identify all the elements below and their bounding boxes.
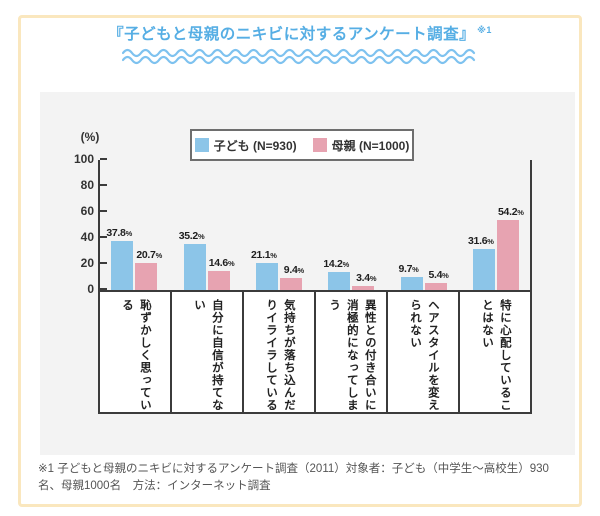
bar-value-label: 21.1% xyxy=(251,248,277,261)
bar-mothers xyxy=(279,277,302,290)
percent-suffix: % xyxy=(155,251,163,261)
category-label: 異性との付き合いに消極的になってしまう xyxy=(328,299,376,412)
category-label: 特に心配していることはない xyxy=(481,299,511,412)
bar-mothers xyxy=(135,263,158,290)
percent-suffix: % xyxy=(369,273,377,283)
y-axis-unit-label: (%) xyxy=(80,130,100,144)
plot-area: 0 20 40 60 80 100 恥ずかしく思っている 自分に自信が持てない 気持ちが落ち込ん… xyxy=(40,92,575,455)
category-label: 気持ちが落ち込んだりイライラしている xyxy=(265,299,295,412)
bar-children xyxy=(472,248,495,290)
legend-swatch-children-icon xyxy=(194,138,209,152)
chart-panel: (%) 子ども (N=930) 母親 (N=1000) 0 20 40 60 80 100… xyxy=(40,92,575,455)
page-title: 『子どもと母親のニキビに対するアンケート調査』 ※1 xyxy=(0,22,600,44)
bar-value-label: 9.7% xyxy=(398,263,419,276)
plot-right-boundary-line xyxy=(530,160,532,290)
bar-value-label: 37.8% xyxy=(106,226,133,239)
percent-suffix: % xyxy=(342,259,350,269)
bar-value-label: 35.2% xyxy=(178,230,205,243)
y-tick-label: 0 xyxy=(87,282,94,296)
category-label-cell: 特に心配していることはない xyxy=(460,292,530,412)
bar-mothers xyxy=(424,282,447,290)
y-axis-tick xyxy=(100,210,107,212)
y-tick-label: 20 xyxy=(80,256,94,270)
y-axis-tick xyxy=(100,262,107,264)
percent-suffix: % xyxy=(297,265,304,275)
legend-label-children: 子ども (N=930) xyxy=(213,138,297,153)
category-label: ヘアスタイルを変えられない xyxy=(409,299,439,412)
bar-value-label: 3.4% xyxy=(356,271,377,284)
bar-value-label: 31.6% xyxy=(468,234,494,247)
percent-suffix: % xyxy=(125,228,133,238)
legend-item-children: 子ども (N=930) xyxy=(194,137,297,154)
category-label: 恥ずかしく思っている xyxy=(121,299,151,412)
bar-children xyxy=(111,240,134,290)
percent-suffix: % xyxy=(487,236,494,246)
wave-underline-decoration xyxy=(122,48,476,65)
y-tick-label: 60 xyxy=(80,204,94,218)
bar-value-label: 5.4% xyxy=(428,268,449,281)
category-label-cell: 異性との付き合いに消極的になってしまう xyxy=(316,292,388,412)
y-axis-tick xyxy=(100,184,107,186)
bar-value-label: 14.6% xyxy=(208,257,235,270)
bar-mothers xyxy=(207,271,230,290)
category-label: 自分に自信が持てない xyxy=(193,299,223,412)
category-label-cell: ヘアスタイルを変えられない xyxy=(388,292,460,412)
bar-children xyxy=(328,271,351,290)
bar-value-label: 14.2% xyxy=(323,257,350,270)
legend-label-mothers: 母親 (N=1000) xyxy=(331,138,410,153)
percent-suffix: % xyxy=(412,265,419,275)
y-axis-tick xyxy=(100,236,107,238)
category-label-cell: 自分に自信が持てない xyxy=(172,292,244,412)
category-label-cell: 気持ちが落ち込んだりイライラしている xyxy=(244,292,316,412)
title-text: 『子どもと母親のニキビに対するアンケート調査』 xyxy=(108,26,476,43)
bar-value-label: 54.2% xyxy=(498,205,524,218)
y-tick-label: 100 xyxy=(73,152,94,166)
bar-children xyxy=(183,244,206,290)
y-tick-label: 80 xyxy=(80,178,94,192)
bar-value-label: 20.7% xyxy=(136,249,163,262)
percent-suffix: % xyxy=(270,250,277,260)
legend-swatch-mothers-icon xyxy=(312,138,327,152)
bar-mothers xyxy=(352,285,375,290)
bar-children xyxy=(400,277,423,290)
bar-mothers xyxy=(496,219,519,290)
y-tick-label: 40 xyxy=(80,230,94,244)
percent-suffix: % xyxy=(442,270,449,280)
y-axis-tick xyxy=(100,288,107,290)
y-axis-line xyxy=(98,160,100,292)
y-axis-tick xyxy=(100,158,107,160)
legend-item-mothers: 母親 (N=1000) xyxy=(312,137,410,154)
category-label-row: 恥ずかしく思っている 自分に自信が持てない 気持ちが落ち込んだりイライラしている 異性… xyxy=(98,290,532,414)
percent-suffix: % xyxy=(197,232,205,242)
title-note-marker: ※1 xyxy=(477,24,492,35)
footnote: ※1 子どもと母親のニキビに対するアンケート調査（2011）対象者：子ども（中学… xyxy=(38,463,549,493)
bar-children xyxy=(255,262,278,290)
percent-suffix: % xyxy=(227,259,235,269)
category-label-cell: 恥ずかしく思っている xyxy=(100,292,172,412)
chart-legend: 子ども (N=930) 母親 (N=1000) xyxy=(190,129,414,161)
percent-suffix: % xyxy=(517,207,524,217)
bar-value-label: 9.4% xyxy=(283,263,304,276)
